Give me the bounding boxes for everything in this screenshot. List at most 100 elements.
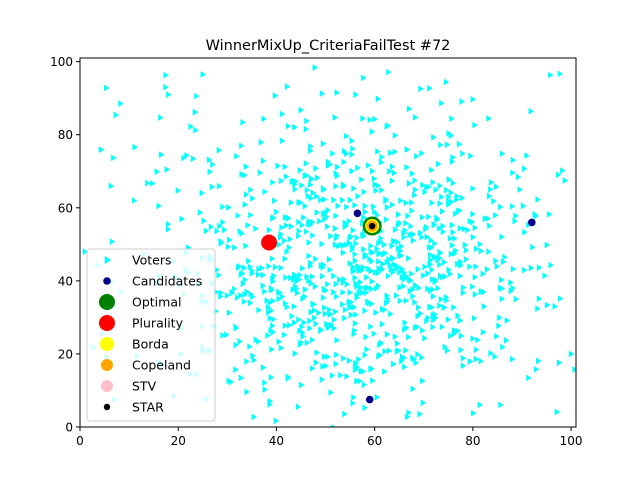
y-tick-label: 100: [50, 55, 73, 69]
voter-point: [380, 260, 386, 268]
voter-point: [273, 263, 279, 271]
voter-point: [455, 312, 461, 320]
voter-point: [282, 163, 289, 171]
voter-point: [385, 272, 392, 280]
voter-point: [369, 285, 375, 293]
voter-point: [203, 227, 210, 235]
voter-point: [304, 339, 311, 347]
voter-point: [459, 98, 465, 105]
voter-point: [268, 327, 274, 334]
voter-point: [401, 229, 407, 237]
voter-point: [524, 152, 530, 159]
voter-point: [513, 212, 519, 220]
voter-point: [278, 344, 285, 352]
voter-point: [413, 186, 419, 194]
voter-point: [309, 365, 316, 372]
voter-point: [249, 267, 256, 275]
voter-point: [379, 153, 385, 161]
voter-point: [353, 311, 359, 319]
voter-point: [352, 201, 358, 209]
voter-point: [503, 336, 510, 344]
voter-point: [179, 215, 186, 223]
voter-point: [384, 123, 391, 130]
voter-point: [307, 317, 313, 325]
voter-point: [285, 215, 292, 222]
voter-point: [267, 401, 273, 408]
voter-point: [437, 200, 444, 207]
voter-point: [522, 228, 528, 236]
voter-point: [238, 374, 245, 382]
voter-point: [555, 171, 562, 179]
voter-point: [374, 284, 380, 292]
voter-point: [376, 265, 382, 272]
voter-point: [405, 212, 411, 220]
voter-point: [314, 193, 320, 200]
voter-point: [375, 148, 381, 155]
voter-point: [304, 117, 310, 125]
voter-point: [477, 401, 484, 409]
voter-point: [402, 319, 408, 326]
voter-point: [327, 310, 334, 318]
voter-point: [240, 119, 246, 126]
voter-point: [296, 316, 302, 324]
voter-point: [433, 276, 439, 284]
voter-point: [220, 203, 226, 211]
voter-point: [341, 355, 347, 362]
voter-point: [344, 373, 350, 380]
x-tick-label: 80: [465, 434, 480, 448]
voter-point: [250, 293, 256, 301]
voter-point: [303, 125, 310, 133]
voter-point: [384, 330, 391, 338]
voter-point: [460, 150, 466, 157]
voter-point: [413, 281, 419, 289]
voter-point: [353, 366, 359, 374]
voter-point: [360, 115, 366, 122]
voter-point: [417, 229, 424, 237]
voter-point: [276, 241, 283, 248]
voter-point: [210, 161, 216, 168]
voter-point: [258, 138, 265, 146]
voter-point: [278, 264, 285, 272]
voter-point: [486, 248, 492, 256]
voter-point: [352, 274, 358, 282]
voter-point: [544, 241, 551, 249]
voter-point: [484, 266, 491, 273]
voter-point: [308, 142, 314, 150]
voter-point: [374, 393, 381, 401]
voter-point: [386, 255, 392, 263]
voter-point: [361, 232, 368, 240]
voter-point: [292, 185, 299, 193]
voter-point: [104, 84, 110, 92]
voter-point: [165, 225, 172, 233]
voter-point: [328, 389, 335, 396]
voter-point: [306, 239, 312, 246]
voter-point: [244, 191, 250, 198]
voter-point: [268, 373, 275, 381]
voter-point: [303, 228, 310, 236]
voter-point: [283, 274, 289, 281]
voter-point: [207, 156, 213, 164]
voter-point: [470, 210, 476, 218]
voter-point: [235, 294, 241, 301]
voter-point: [388, 266, 395, 273]
voter-point: [256, 338, 262, 345]
voter-point: [458, 346, 464, 354]
voter-point: [404, 146, 411, 153]
voter-point: [364, 273, 370, 281]
voter-point: [399, 252, 405, 260]
voter-point: [291, 271, 298, 279]
voter-point: [371, 330, 378, 338]
voter-point: [357, 377, 363, 385]
voter-point: [277, 233, 284, 241]
voter-point: [428, 236, 434, 244]
voter-point: [333, 360, 340, 368]
voter-point: [389, 177, 396, 185]
voter-point: [409, 170, 416, 178]
voter-point: [266, 226, 273, 234]
voter-point: [353, 320, 359, 327]
voter-point: [307, 262, 314, 270]
voter-point: [376, 352, 382, 360]
voter-point: [242, 201, 249, 209]
voter-point: [379, 320, 386, 328]
voter-point: [548, 261, 554, 269]
